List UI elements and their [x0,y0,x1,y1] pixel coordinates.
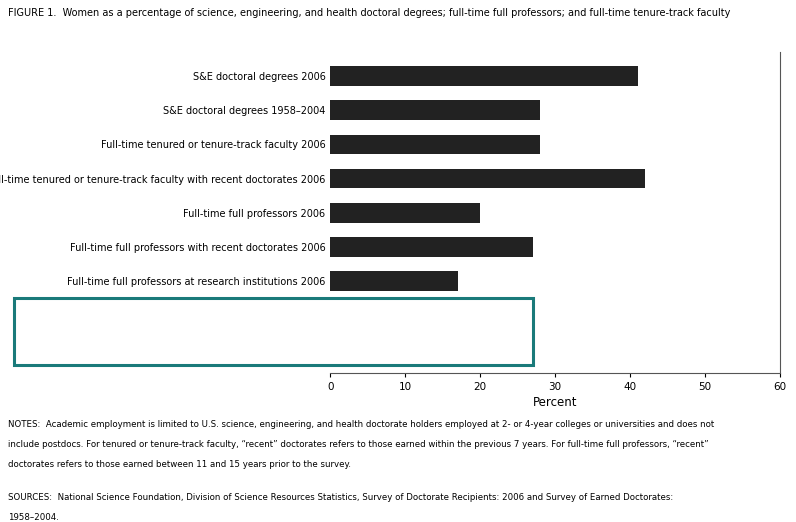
Bar [330,100,540,120]
Bar [330,66,638,86]
Bar [330,135,540,155]
Bar [330,339,443,359]
Bar [330,271,458,291]
Bar [330,203,480,222]
Text: Full-time full professors with children 2006: Full-time full professors with children … [118,310,326,320]
Text: Married full-time full professors 2006: Married full-time full professors 2006 [146,345,326,354]
Bar [330,305,451,325]
Bar [330,169,645,188]
Bar [330,305,451,325]
Text: doctorates refers to those earned between 11 and 15 years prior to the survey.: doctorates refers to those earned betwee… [8,460,351,469]
X-axis label: Percent: Percent [533,396,577,409]
Bar [330,237,533,257]
Text: include postdocs. For tenured or tenure-track faculty, “recent” doctorates refer: include postdocs. For tenured or tenure-… [8,440,708,449]
Text: 1958–2004.: 1958–2004. [8,513,59,521]
FancyBboxPatch shape [330,298,533,365]
Bar [330,339,443,359]
Text: FIGURE 1.  Women as a percentage of science, engineering, and health doctoral de: FIGURE 1. Women as a percentage of scien… [8,8,731,18]
Text: NOTES:  Academic employment is limited to U.S. science, engineering, and health : NOTES: Academic employment is limited to… [8,420,714,429]
Text: SOURCES:  National Science Foundation, Division of Science Resources Statistics,: SOURCES: National Science Foundation, Di… [8,493,673,502]
